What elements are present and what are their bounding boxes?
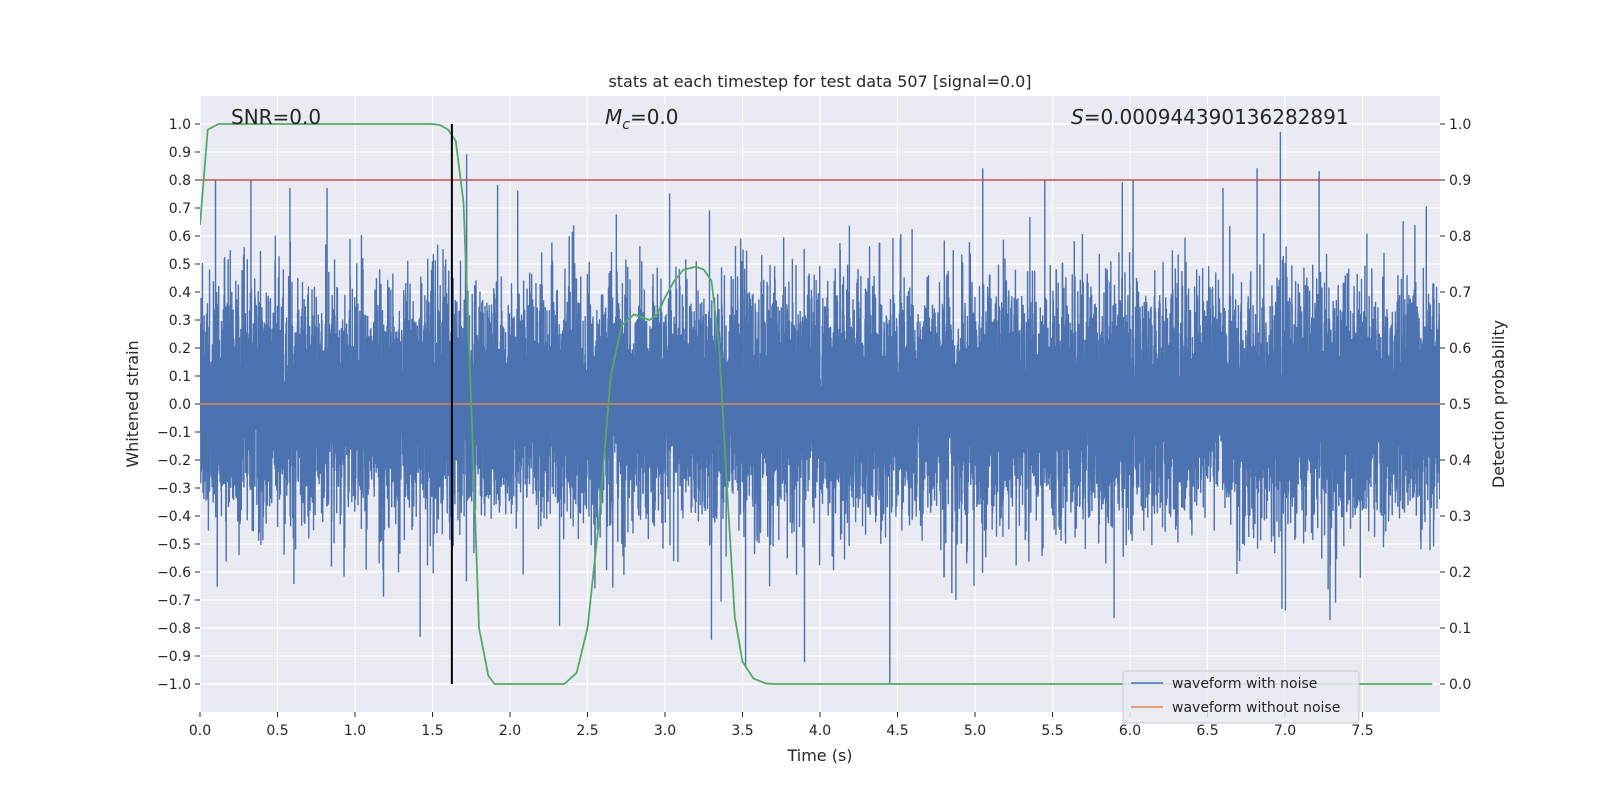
x-tick-label-6: 3.0 <box>654 723 676 739</box>
y-tick-label-12: −0.2 <box>157 453 191 469</box>
x-tick-label-5: 2.5 <box>576 723 598 739</box>
x-tick-label-1: 0.5 <box>266 723 288 739</box>
y-right-tick-label-10: 0.0 <box>1449 677 1471 693</box>
annotation-mc: Mc=0.0 <box>605 105 679 133</box>
y-tick-label-11: −0.1 <box>157 425 191 441</box>
x-tick-label-15: 7.5 <box>1351 723 1373 739</box>
x-tick-label-10: 5.0 <box>964 723 986 739</box>
legend-label-noise: waveform with noise <box>1172 676 1317 692</box>
x-tick-label-12: 6.0 <box>1119 723 1141 739</box>
chart-title: stats at each timestep for test data 507… <box>608 72 1031 91</box>
x-tick-label-13: 6.5 <box>1196 723 1218 739</box>
x-tick-label-4: 2.0 <box>499 723 521 739</box>
series-detection-probability <box>200 123 1433 685</box>
y-tick-label-8: 0.2 <box>169 341 191 357</box>
y-tick-label-5: 0.5 <box>169 257 191 273</box>
y-right-tick-label-1: 0.9 <box>1449 173 1471 189</box>
y-right-axis-ticks: 1.0 0.9 0.8 0.7 0.6 0.5 0.4 0.3 0.2 0.1 0.0 <box>1440 117 1471 693</box>
y-right-tick-label-3: 0.7 <box>1449 285 1471 301</box>
y-right-tick-label-5: 0.5 <box>1449 397 1471 413</box>
y-axis-ticks: 1.0 0.9 0.8 0.7 0.6 0.5 0.4 0.3 0.2 0.1 0.0 −0.1 −0.… <box>157 117 200 693</box>
y-right-tick-label-0: 1.0 <box>1449 117 1471 133</box>
y-tick-label-14: −0.4 <box>157 509 191 525</box>
y-tick-label-7: 0.3 <box>169 313 191 329</box>
y-axis-label: Whitened strain <box>123 340 142 467</box>
y-right-tick-label-6: 0.4 <box>1449 453 1471 469</box>
y-tick-label-6: 0.4 <box>169 285 191 301</box>
y-tick-label-3: 0.7 <box>169 201 191 217</box>
y-tick-label-4: 0.6 <box>169 229 191 245</box>
x-tick-label-7: 3.5 <box>731 723 753 739</box>
x-tick-label-3: 1.5 <box>421 723 443 739</box>
x-tick-label-9: 4.5 <box>886 723 908 739</box>
y-tick-label-16: −0.6 <box>157 565 191 581</box>
y-tick-label-0: 1.0 <box>169 117 191 133</box>
y-right-tick-label-8: 0.2 <box>1449 565 1471 581</box>
y-right-axis-label: Detection probability <box>1489 320 1508 488</box>
y-tick-label-10: 0.0 <box>169 397 191 413</box>
annotation-s: S=0.000944390136282891 <box>1071 105 1349 129</box>
y-tick-label-2: 0.8 <box>169 173 191 189</box>
x-tick-label-2: 1.0 <box>344 723 366 739</box>
y-tick-label-20: −1.0 <box>157 677 191 693</box>
y-tick-label-13: −0.3 <box>157 481 191 497</box>
y-tick-label-18: −0.8 <box>157 621 191 637</box>
series-waveform-with-noise <box>200 131 1440 685</box>
x-axis-ticks: 0.0 0.5 1.0 1.5 2.0 2.5 3.0 3.5 4.0 4.5 5.0 5.5 6.0 6… <box>189 712 1374 739</box>
y-tick-label-19: −0.9 <box>157 649 191 665</box>
annotation-snr: SNR=0.0 <box>231 105 321 129</box>
y-tick-label-1: 0.9 <box>169 145 191 161</box>
x-tick-label-0: 0.0 <box>189 723 211 739</box>
y-tick-label-9: 0.1 <box>169 369 191 385</box>
x-tick-label-8: 4.0 <box>809 723 831 739</box>
y-right-tick-label-4: 0.6 <box>1449 341 1471 357</box>
y-tick-label-17: −0.7 <box>157 593 191 609</box>
x-axis-label: Time (s) <box>786 746 852 765</box>
legend-box <box>1122 670 1360 724</box>
y-tick-label-15: −0.5 <box>157 537 191 553</box>
x-tick-label-14: 7.0 <box>1274 723 1296 739</box>
y-right-tick-label-7: 0.3 <box>1449 509 1471 525</box>
legend-label-clean: waveform without noise <box>1172 700 1340 716</box>
x-tick-label-11: 5.5 <box>1041 723 1063 739</box>
y-right-tick-label-2: 0.8 <box>1449 229 1471 245</box>
legend: waveform with noise waveform without noi… <box>1122 670 1360 724</box>
y-right-tick-label-9: 0.1 <box>1449 621 1471 637</box>
